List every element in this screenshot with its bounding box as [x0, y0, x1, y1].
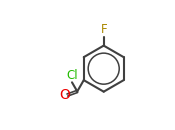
Text: O: O	[59, 88, 70, 102]
Text: Cl: Cl	[66, 69, 78, 82]
Text: F: F	[100, 23, 107, 36]
